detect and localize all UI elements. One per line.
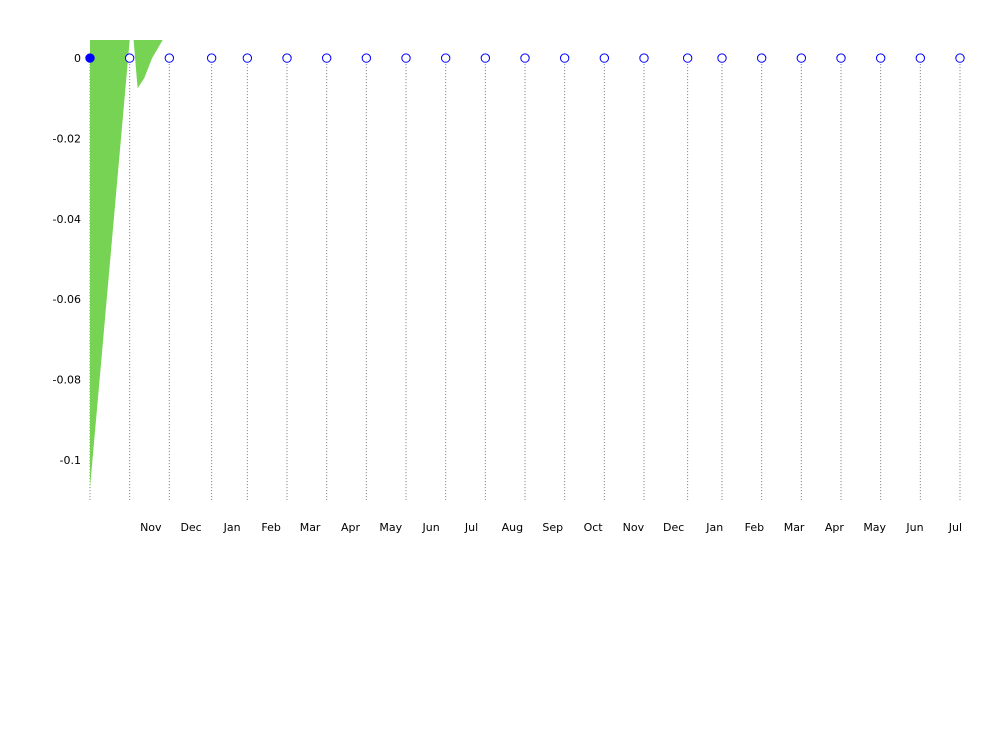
y-tick-label: -0.04: [53, 213, 81, 226]
data-point-marker-1: [124, 53, 135, 63]
x-tick-label-14: Jan: [705, 521, 723, 534]
data-point-marker-10: [480, 53, 491, 63]
x-tick-label-8: Jul: [464, 521, 478, 534]
y-tick-label: -0.1: [60, 454, 81, 467]
data-point-marker-6: [321, 53, 332, 63]
x-tick-label-4: Mar: [300, 521, 321, 534]
data-point-marker-8: [401, 53, 411, 63]
x-tick-label-13: Dec: [663, 521, 684, 534]
y-tick-label: 0: [74, 52, 81, 65]
data-point-marker-7: [361, 53, 372, 63]
x-axis: Nov Dec Jan Feb Mar Apr May Jun Jul Aug Sep Oct Nov D…: [140, 521, 962, 534]
data-point-marker-5: [282, 53, 292, 63]
x-tick-label-5: Apr: [341, 521, 361, 534]
x-tick-label-3: Feb: [261, 521, 280, 534]
data-point-marker-4: [242, 53, 253, 63]
data-point-marker-20: [875, 53, 886, 63]
x-tick-label-19: Jun: [905, 521, 923, 534]
x-tick-label-16: Mar: [784, 521, 805, 534]
x-tick-label-15: Feb: [745, 521, 764, 534]
data-point-marker-14: [639, 53, 649, 63]
x-tick-label-1: Dec: [180, 521, 201, 534]
data-point-marker-17: [756, 53, 767, 63]
x-tick-label-17: Apr: [825, 521, 845, 534]
x-tick-label-0: Nov: [140, 521, 162, 534]
data-point-marker-22: [955, 53, 965, 63]
x-tick-label-2: Jan: [223, 521, 241, 534]
y-tick-label: -0.02: [53, 132, 81, 145]
data-point-marker-11: [520, 53, 530, 63]
data-point-marker-16: [717, 53, 727, 63]
x-tick-label-9: Aug: [502, 521, 523, 534]
x-tick-label-12: Nov: [623, 521, 645, 534]
data-point-marker-18: [796, 53, 807, 63]
y-axis: 0 -0.02 -0.04 -0.06 -0.08 -0.1: [53, 52, 81, 467]
x-tick-label-20: Jul: [948, 521, 962, 534]
data-point-marker-0: [85, 53, 95, 63]
x-tick-label-6: May: [379, 521, 402, 534]
plot-area: [85, 40, 965, 500]
y-tick-label: -0.06: [53, 293, 81, 306]
data-point-marker-2: [164, 53, 175, 63]
data-point-marker-3: [206, 53, 217, 63]
x-tick-label-7: Jun: [422, 521, 440, 534]
data-point-marker-19: [836, 53, 846, 63]
x-tick-label-10: Sep: [542, 521, 563, 534]
area-series-0: [90, 40, 163, 488]
data-point-marker-13: [599, 53, 610, 63]
data-point-marker-21: [915, 53, 926, 63]
data-point-marker-15: [682, 53, 693, 63]
data-point-marker-9: [440, 53, 451, 63]
x-tick-label-11: Oct: [584, 521, 604, 534]
x-tick-label-18: May: [863, 521, 886, 534]
y-tick-label: -0.08: [53, 373, 81, 386]
data-point-marker-12: [559, 53, 570, 63]
